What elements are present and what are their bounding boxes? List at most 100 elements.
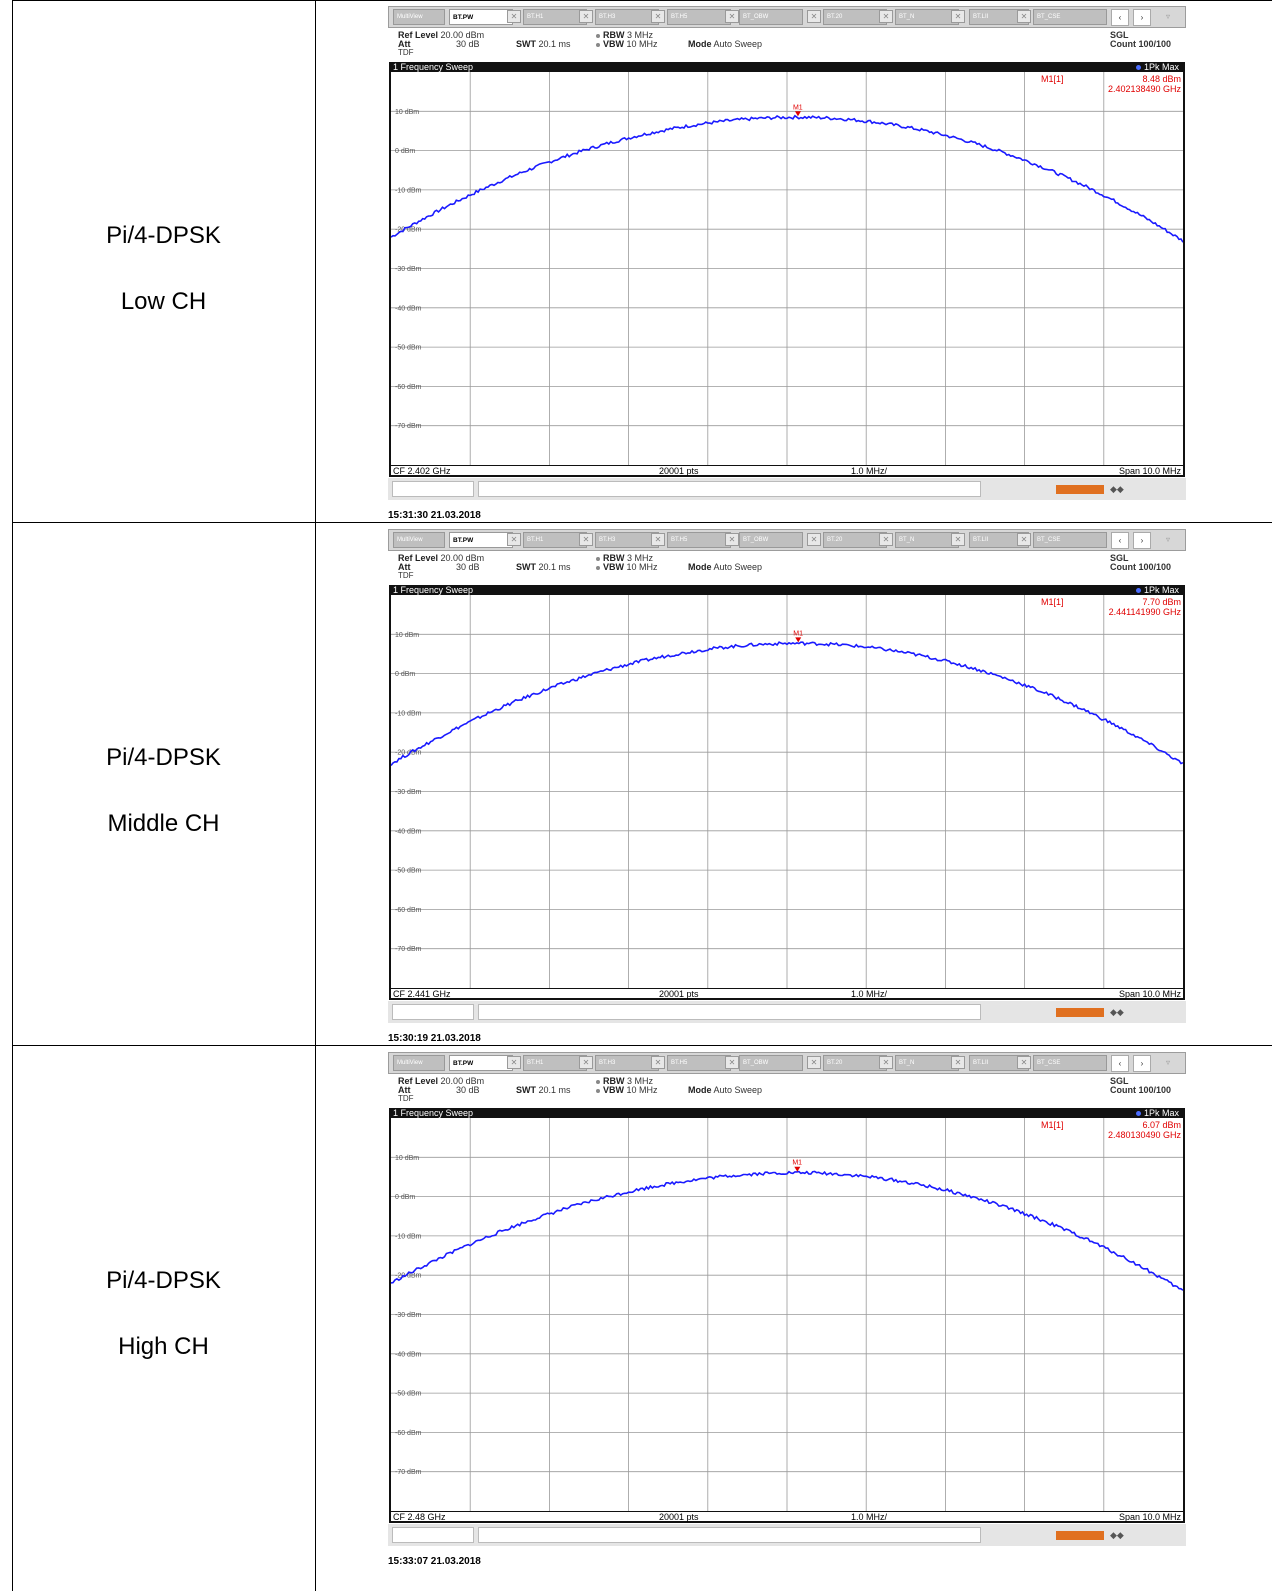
tab-bt-n[interactable]: BT_N	[895, 9, 959, 25]
tab-close-icon[interactable]: ✕	[951, 10, 965, 23]
y-tick-label: -10 dBm	[395, 710, 422, 717]
spectrum-trace	[391, 114, 1183, 243]
tab-bt-obw[interactable]: BT_OBW	[739, 1055, 803, 1071]
tab-scroll-left-icon[interactable]: ‹	[1111, 1055, 1129, 1072]
tab-bt-cse[interactable]: BT_CSE	[1033, 1055, 1107, 1071]
y-tick-label: -30 dBm	[395, 789, 422, 796]
tab-close-icon[interactable]: ✕	[951, 1056, 965, 1069]
capture-timestamp: 15:30:19 21.03.2018	[388, 1033, 481, 1044]
tab-close-icon[interactable]: ✕	[1017, 1056, 1031, 1069]
tab-scroll-left-icon[interactable]: ‹	[1111, 532, 1129, 549]
y-tick-label: -70 dBm	[395, 423, 422, 430]
progress-meter-icon	[1056, 1531, 1104, 1540]
tab-close-icon[interactable]: ✕	[725, 10, 739, 23]
y-tick-label: -10 dBm	[395, 187, 422, 194]
tab-menu-icon[interactable]: ▿	[1165, 12, 1170, 21]
tab-close-icon[interactable]: ✕	[507, 1056, 521, 1069]
tab-close-icon[interactable]: ✕	[725, 1056, 739, 1069]
tab-bt-pw[interactable]: BT.PW	[449, 9, 513, 25]
att-value: 30 dB	[456, 562, 480, 572]
sweep-count: Count 100/100	[1110, 562, 1172, 572]
tab-bt-h5[interactable]: BT.H5	[667, 532, 731, 548]
tab-bt-obw[interactable]: BT_OBW	[739, 9, 803, 25]
tab-close-icon[interactable]: ✕	[579, 10, 593, 23]
tab-close-icon[interactable]: ✕	[579, 1056, 593, 1069]
tab-bt-h5[interactable]: BT.H5	[667, 9, 731, 25]
tab-bt-20[interactable]: BT.20	[823, 1055, 887, 1071]
tab-close-icon[interactable]: ✕	[725, 533, 739, 546]
tab-bt-h1[interactable]: BT.H1	[523, 532, 587, 548]
frequency-per-division: 1.0 MHz/	[851, 466, 888, 476]
y-tick-label: -20 dBm	[395, 1273, 422, 1280]
spectrum-plot: 10 dBm 0 dBm -10 dBm -20 dBm -30 dBm -40 dBm -…	[389, 1118, 1185, 1511]
tab-close-icon[interactable]: ✕	[651, 1056, 665, 1069]
capture-timestamp: 15:31:30 21.03.2018	[388, 510, 481, 521]
tab-bt-20[interactable]: BT.20	[823, 532, 887, 548]
tab-close-icon[interactable]: ✕	[879, 1056, 893, 1069]
tab-scroll-right-icon[interactable]: ›	[1133, 1055, 1151, 1072]
tab-scroll-right-icon[interactable]: ›	[1133, 532, 1151, 549]
tab-menu-icon[interactable]: ▿	[1165, 535, 1170, 544]
tab-close-icon[interactable]: ✕	[507, 10, 521, 23]
tab-bt-20[interactable]: BT.20	[823, 9, 887, 25]
rbw-value: 3 MHz	[627, 553, 654, 563]
tab-bt-pw[interactable]: BT.PW	[449, 1055, 513, 1071]
trace-color-icon	[1135, 1111, 1141, 1116]
marker-level: 7.70 dBm	[1142, 597, 1181, 607]
tab-bt-h1[interactable]: BT.H1	[523, 1055, 587, 1071]
sweep-points: 20001 pts	[659, 989, 699, 999]
tab-multiview[interactable]: MultiView	[393, 532, 445, 548]
trace-detector-label: 1Pk Max	[1135, 1108, 1179, 1118]
tab-bt-h1[interactable]: BT.H1	[523, 9, 587, 25]
tab-close-icon[interactable]: ✕	[879, 10, 893, 23]
tab-close-icon[interactable]: ✕	[807, 533, 821, 546]
tab-bt-n[interactable]: BT_N	[895, 1055, 959, 1071]
instrument-status-bar: ◆◆	[388, 478, 1186, 500]
marker-name: M1[1]	[1041, 597, 1064, 607]
tab-close-icon[interactable]: ✕	[579, 533, 593, 546]
tab-bt-n[interactable]: BT_N	[895, 532, 959, 548]
tab-bt-h3[interactable]: BT.H3	[595, 1055, 659, 1071]
y-tick-label: -50 dBm	[395, 345, 422, 352]
tab-close-icon[interactable]: ✕	[1017, 10, 1031, 23]
tab-close-icon[interactable]: ✕	[879, 533, 893, 546]
spectrum-analyzer-screenshot: MultiView BT.PW BT.H1 BT.H3 BT.H5 BT_OBW BT.20…	[388, 6, 1186, 522]
mode-label: Mode	[688, 39, 712, 49]
mode-channel-cell: Pi/4-DPSK Low CH	[12, 0, 315, 522]
rbw-label: RBW	[603, 1076, 625, 1086]
spectrum-trace	[391, 1170, 1183, 1291]
y-tick-label: 0 dBm	[395, 148, 415, 155]
tab-bt-h5[interactable]: BT.H5	[667, 1055, 731, 1071]
tab-close-icon[interactable]: ✕	[951, 533, 965, 546]
vbw-value: 10 MHz	[626, 562, 658, 572]
tab-scroll-left-icon[interactable]: ‹	[1111, 9, 1129, 26]
tab-close-icon[interactable]: ✕	[1017, 533, 1031, 546]
tab-bt-cse[interactable]: BT_CSE	[1033, 532, 1107, 548]
tab-bt-cse[interactable]: BT_CSE	[1033, 9, 1107, 25]
marker-triangle-icon[interactable]	[794, 111, 801, 117]
tab-close-icon[interactable]: ✕	[507, 533, 521, 546]
sweep-window-title-bar: 1 Frequency Sweep 1Pk Max	[389, 62, 1185, 72]
modulation-label: Pi/4-DPSK	[106, 744, 221, 771]
tab-close-icon[interactable]: ✕	[807, 10, 821, 23]
tab-bt-obw[interactable]: BT_OBW	[739, 532, 803, 548]
y-tick-label: -30 dBm	[395, 1312, 422, 1319]
tab-multiview[interactable]: MultiView	[393, 9, 445, 25]
y-tick-label: -50 dBm	[395, 868, 422, 875]
tab-bt-h3[interactable]: BT.H3	[595, 532, 659, 548]
tab-close-icon[interactable]: ✕	[807, 1056, 821, 1069]
measurement-tab-bar: MultiView BT.PW BT.H1 BT.H3 BT.H5 BT_OBW BT.20…	[388, 529, 1186, 551]
marker-triangle-icon[interactable]	[795, 637, 802, 643]
tab-bt-h3[interactable]: BT.H3	[595, 9, 659, 25]
tab-close-icon[interactable]: ✕	[651, 10, 665, 23]
marker-triangle-icon[interactable]	[794, 1166, 801, 1172]
tab-scroll-right-icon[interactable]: ›	[1133, 9, 1151, 26]
instrument-status-bar: ◆◆	[388, 1001, 1186, 1023]
tab-close-icon[interactable]: ✕	[651, 533, 665, 546]
tab-bt-pw[interactable]: BT.PW	[449, 532, 513, 548]
measurement-settings-header: Ref Level 20.00 dBm Att 30 dB TDF SWT 20…	[388, 28, 1186, 62]
tab-bt-lii[interactable]: BT.LII	[969, 9, 1029, 25]
y-tick-label: -60 dBm	[395, 384, 422, 391]
tab-multiview[interactable]: MultiView	[393, 1055, 445, 1071]
tab-menu-icon[interactable]: ▿	[1165, 1058, 1170, 1067]
